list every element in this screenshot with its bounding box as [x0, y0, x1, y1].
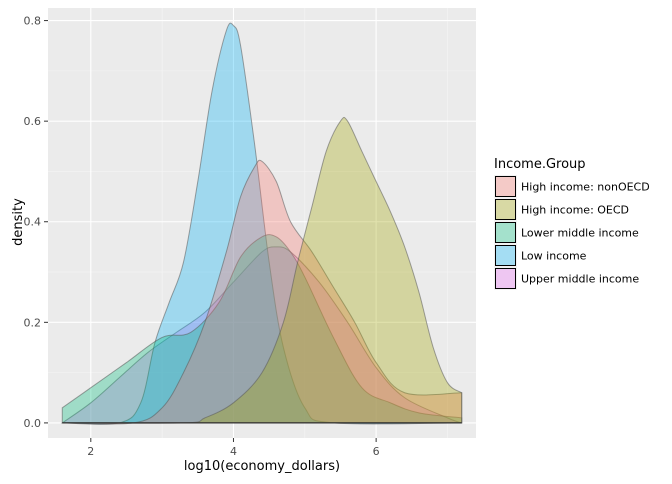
legend-label: High income: nonOECD [521, 181, 650, 194]
density-area-lower-middle-income [61, 234, 463, 424]
legend-key-background [494, 221, 517, 244]
legend-swatch [495, 245, 516, 266]
density-area-low-income [62, 22, 462, 425]
y-tick-label: 0.0 [24, 417, 42, 430]
y-axis-title: density [11, 198, 26, 246]
x-axis: 2 4 6 [87, 438, 380, 458]
legend-swatch [495, 176, 516, 197]
density-area-high-income-oecd [62, 116, 463, 424]
y-tick-label: 0.6 [24, 115, 42, 128]
legend-key-background [494, 267, 517, 290]
legend-key-background [494, 175, 517, 198]
legend-key-background [494, 244, 517, 267]
x-tick-label: 2 [87, 445, 94, 458]
legend-label: Upper middle income [521, 273, 639, 286]
legend-key-background [494, 198, 517, 221]
plot-panel [48, 8, 476, 438]
legend-label: Lower middle income [521, 227, 639, 240]
x-tick-label: 4 [230, 445, 237, 458]
density-area-upper-middle-income [60, 246, 462, 424]
density-areas [60, 22, 463, 425]
density-area-high-income-nonoecd [62, 159, 463, 425]
x-tick-label: 6 [373, 445, 380, 458]
legend-title: Income.Group [494, 157, 586, 172]
y-tick-label: 0.2 [24, 316, 42, 329]
legend-label: High income: OECD [521, 204, 629, 217]
legend-swatch [495, 199, 516, 220]
y-axis: 0.0 0.2 0.4 0.6 0.8 [24, 15, 48, 430]
y-tick-label: 0.8 [24, 15, 42, 28]
legend-swatch [495, 222, 516, 243]
minor-gridlines [48, 8, 476, 438]
legend-label: Low income [521, 250, 587, 263]
x-axis-title: log10(economy_dollars) [184, 459, 340, 474]
legend: Income.Group High income: nonOECD High in… [494, 157, 650, 290]
legend-swatch [495, 268, 516, 289]
y-tick-label: 0.4 [24, 216, 42, 229]
